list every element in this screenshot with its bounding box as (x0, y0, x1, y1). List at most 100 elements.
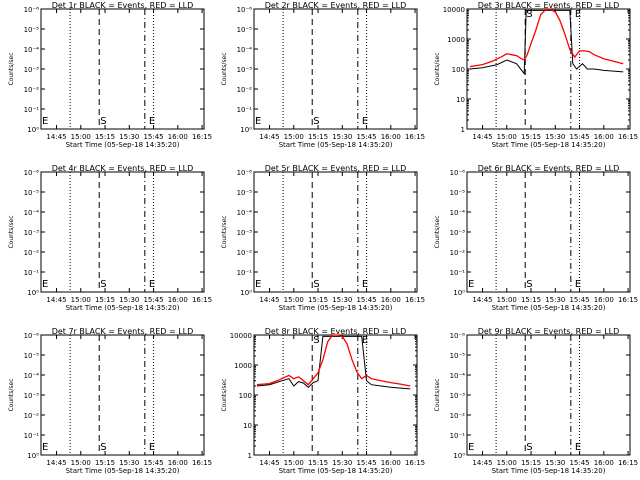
y-tick-label: 10⁻⁴ (237, 209, 253, 217)
x-tick-label: 15:00 (497, 296, 517, 304)
x-tick-label: 16:00 (168, 459, 188, 467)
x-tick-label: 16:00 (381, 133, 401, 141)
y-axis-label: Counts/sec (221, 52, 228, 85)
plot-frame (40, 334, 205, 456)
y-tick-label: 10⁻² (450, 412, 466, 420)
events-series-line (469, 9, 624, 76)
x-tick-label: 15:45 (356, 133, 376, 141)
y-tick-label: 10 (456, 96, 465, 104)
x-tick-label: 15:30 (332, 133, 352, 141)
y-tick-label: 10⁻⁴ (237, 46, 253, 54)
x-tick-label: 15:15 (308, 133, 328, 141)
y-tick-label: 10⁻¹ (450, 432, 466, 440)
panel-det-3: Det 3r BLACK = Events, RED = LLD 10000 100… (434, 1, 638, 149)
x-tick-label: 14:45 (472, 296, 492, 304)
e-left-marker: E (255, 279, 261, 290)
y-tick-label: 10⁰ (27, 126, 39, 134)
x-tick-label: 15:45 (356, 459, 376, 467)
y-tick-label: 10⁻⁵ (237, 189, 253, 197)
panel-title: Det 6r BLACK = Events, RED = LLD (478, 164, 620, 173)
plot-frame (466, 171, 631, 293)
x-tick-label: 15:15 (308, 459, 328, 467)
s-marker: S (526, 279, 532, 290)
x-tick-label: 16:00 (381, 296, 401, 304)
x-tick-label: 15:00 (284, 133, 304, 141)
y-tick-label: 10000 (443, 6, 465, 14)
e-marker: E (575, 279, 581, 290)
e-marker: E (362, 116, 368, 127)
x-tick-label: 16:15 (405, 133, 425, 141)
x-axis-label: Start Time (05-Sep-18 14:35:20) (492, 304, 606, 312)
x-tick-label: 15:30 (119, 459, 139, 467)
y-tick-label: 10⁻⁵ (450, 189, 466, 197)
y-tick-label: 10⁰ (453, 289, 465, 297)
y-tick-label: 10⁻¹ (237, 106, 253, 114)
x-tick-label: 15:15 (95, 296, 115, 304)
e-marker: E (149, 442, 155, 453)
e-marker: E (362, 335, 368, 346)
y-tick-label: 10⁻² (450, 249, 466, 257)
x-tick-label: 14:45 (259, 133, 279, 141)
x-tick-label: 16:00 (594, 459, 614, 467)
x-tick-label: 16:00 (381, 459, 401, 467)
x-axis-label: Start Time (05-Sep-18 14:35:20) (66, 467, 180, 475)
e-left-marker: E (468, 442, 474, 453)
x-tick-label: 14:45 (259, 296, 279, 304)
e-marker: E (575, 9, 581, 20)
x-tick-label: 16:15 (192, 296, 212, 304)
panel-title: Det 8r BLACK = Events, RED = LLD (265, 327, 407, 336)
x-tick-label: 16:15 (192, 459, 212, 467)
x-tick-label: 15:15 (95, 459, 115, 467)
x-tick-label: 16:15 (192, 133, 212, 141)
panel-title: Det 4r BLACK = Events, RED = LLD (52, 164, 194, 173)
y-tick-label: 10⁻⁶ (24, 6, 40, 14)
y-tick-label: 10⁻² (24, 412, 40, 420)
y-tick-label: 10 (243, 422, 252, 430)
x-tick-label: 15:45 (356, 296, 376, 304)
x-tick-label: 15:00 (71, 133, 91, 141)
panel-title: Det 2r BLACK = Events, RED = LLD (265, 1, 407, 10)
e-left-marker: E (255, 116, 261, 127)
e-left-marker: E (42, 116, 48, 127)
s-marker: S (100, 279, 106, 290)
y-tick-label: 10⁻⁵ (237, 26, 253, 34)
x-tick-label: 14:45 (472, 133, 492, 141)
y-axis-label: Counts/sec (434, 52, 441, 85)
y-tick-label: 10⁻³ (450, 392, 466, 400)
y-tick-label: 10⁻² (24, 86, 40, 94)
y-tick-label: 10⁻⁵ (450, 352, 466, 360)
x-axis-label: Start Time (05-Sep-18 14:35:20) (279, 467, 393, 475)
y-tick-label: 10⁻⁶ (24, 332, 40, 340)
y-tick-label: 10⁻⁵ (24, 189, 40, 197)
x-tick-label: 15:00 (284, 459, 304, 467)
panel-det-4: Det 4r BLACK = Events, RED = LLD 10⁻⁶ 10⁻⁵… (8, 164, 212, 312)
y-tick-label: 10⁻⁶ (450, 332, 466, 340)
x-axis-label: Start Time (05-Sep-18 14:35:20) (492, 467, 606, 475)
y-tick-label: 10⁻¹ (24, 432, 40, 440)
panel-title: Det 1r BLACK = Events, RED = LLD (52, 1, 194, 10)
s-marker: S (313, 116, 319, 127)
y-tick-label: 10⁻¹ (450, 269, 466, 277)
y-tick-label: 10⁻³ (24, 229, 40, 237)
x-tick-label: 15:00 (497, 133, 517, 141)
y-tick-label: 10000 (230, 332, 252, 340)
y-tick-label: 10⁰ (27, 289, 39, 297)
panel-det-7: Det 7r BLACK = Events, RED = LLD 10⁻⁶ 10⁻⁵… (8, 327, 212, 475)
x-tick-label: 15:30 (545, 133, 565, 141)
x-tick-label: 15:15 (521, 133, 541, 141)
x-tick-label: 14:45 (46, 133, 66, 141)
y-tick-label: 10⁻⁴ (24, 209, 40, 217)
y-tick-label: 10⁻² (237, 249, 253, 257)
x-tick-label: 15:30 (332, 459, 352, 467)
panel-title: Det 5r BLACK = Events, RED = LLD (265, 164, 407, 173)
x-tick-label: 15:00 (284, 296, 304, 304)
x-axis-label: Start Time (05-Sep-18 14:35:20) (66, 304, 180, 312)
panel-title: Det 9r BLACK = Events, RED = LLD (478, 327, 620, 336)
plot-frame (40, 171, 205, 293)
y-tick-label: 10⁰ (240, 126, 252, 134)
x-tick-label: 16:15 (618, 459, 638, 467)
s-marker: S (526, 9, 532, 20)
y-tick-label: 1000 (447, 36, 465, 44)
x-tick-label: 15:45 (143, 296, 163, 304)
y-tick-label: 1000 (234, 362, 252, 370)
